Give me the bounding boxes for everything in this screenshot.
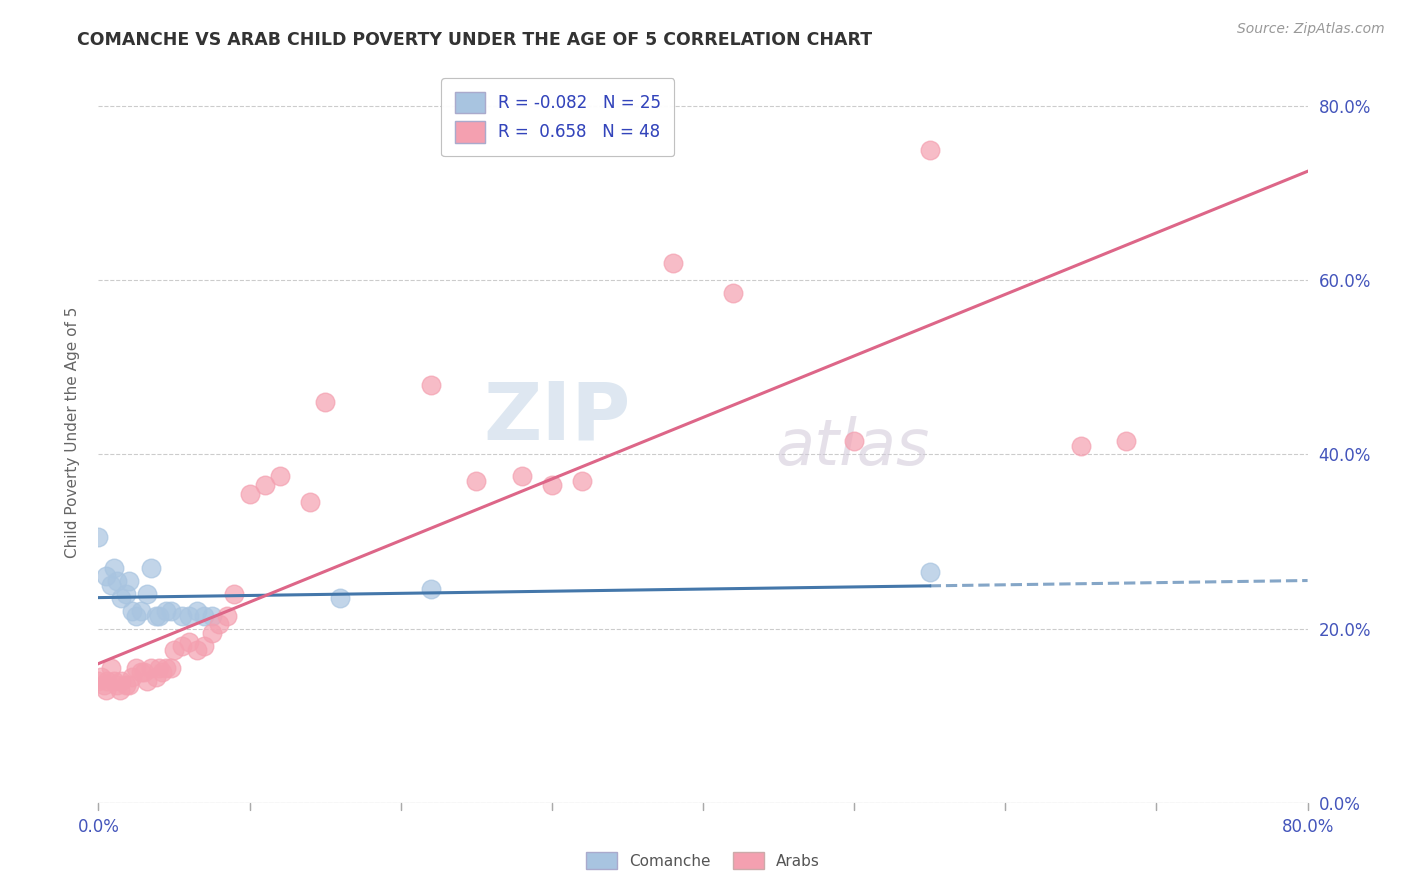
Point — [118, 678, 141, 692]
Point — [94, 569, 117, 583]
Point — [100, 661, 122, 675]
Point — [121, 604, 143, 618]
Point — [145, 608, 167, 623]
Point — [155, 661, 177, 675]
Point — [329, 591, 352, 606]
Point — [160, 604, 183, 618]
Point — [135, 673, 157, 688]
Point — [121, 669, 143, 683]
Point — [314, 395, 336, 409]
Point — [93, 678, 115, 692]
Point — [135, 587, 157, 601]
Point — [1070, 439, 1092, 453]
Point — [918, 143, 941, 157]
Point — [1115, 434, 1137, 449]
Point — [141, 661, 163, 675]
Point — [420, 377, 443, 392]
Point — [87, 530, 110, 544]
Legend: Comanche, Arabs: Comanche, Arabs — [579, 846, 827, 875]
Point — [132, 665, 155, 680]
Point — [110, 673, 132, 688]
Point — [299, 495, 322, 509]
Point — [110, 591, 132, 606]
Point — [163, 643, 186, 657]
Text: ZIP: ZIP — [484, 379, 630, 457]
Point — [148, 661, 170, 675]
Point — [96, 673, 118, 688]
Point — [201, 608, 224, 623]
Point — [150, 665, 173, 680]
Point — [103, 560, 125, 574]
Point — [201, 626, 224, 640]
Point — [224, 587, 246, 601]
Point — [179, 634, 201, 648]
Point — [170, 639, 193, 653]
Point — [510, 469, 533, 483]
Point — [105, 678, 128, 692]
Point — [148, 608, 170, 623]
Point — [129, 604, 152, 618]
Point — [100, 578, 122, 592]
Point — [465, 474, 488, 488]
Point — [179, 608, 201, 623]
Point — [918, 565, 941, 579]
Point — [103, 673, 125, 688]
Point — [90, 669, 112, 683]
Point — [155, 604, 177, 618]
Point — [114, 678, 136, 692]
Point — [160, 661, 183, 675]
Point — [420, 582, 443, 597]
Point — [141, 560, 163, 574]
Point — [661, 256, 683, 270]
Point — [723, 286, 745, 301]
Point — [208, 617, 231, 632]
Point — [193, 608, 215, 623]
Point — [253, 478, 276, 492]
Y-axis label: Child Poverty Under the Age of 5: Child Poverty Under the Age of 5 — [65, 307, 80, 558]
Point — [239, 486, 262, 500]
Point — [193, 639, 215, 653]
Point — [215, 608, 238, 623]
Text: atlas: atlas — [776, 417, 929, 478]
Point — [186, 643, 208, 657]
Point — [170, 608, 193, 623]
Point — [269, 469, 291, 483]
Legend: R = -0.082   N = 25, R =  0.658   N = 48: R = -0.082 N = 25, R = 0.658 N = 48 — [441, 78, 675, 156]
Point — [571, 474, 593, 488]
Point — [125, 608, 148, 623]
Point — [94, 682, 117, 697]
Text: Source: ZipAtlas.com: Source: ZipAtlas.com — [1237, 22, 1385, 37]
Point — [108, 682, 131, 697]
Text: COMANCHE VS ARAB CHILD POVERTY UNDER THE AGE OF 5 CORRELATION CHART: COMANCHE VS ARAB CHILD POVERTY UNDER THE… — [77, 31, 873, 49]
Point — [125, 661, 148, 675]
Point — [105, 574, 128, 588]
Point — [145, 669, 167, 683]
Point — [540, 478, 562, 492]
Point — [118, 574, 141, 588]
Point — [844, 434, 866, 449]
Point — [87, 673, 110, 688]
Point — [114, 587, 136, 601]
Point — [129, 665, 152, 680]
Point — [186, 604, 208, 618]
